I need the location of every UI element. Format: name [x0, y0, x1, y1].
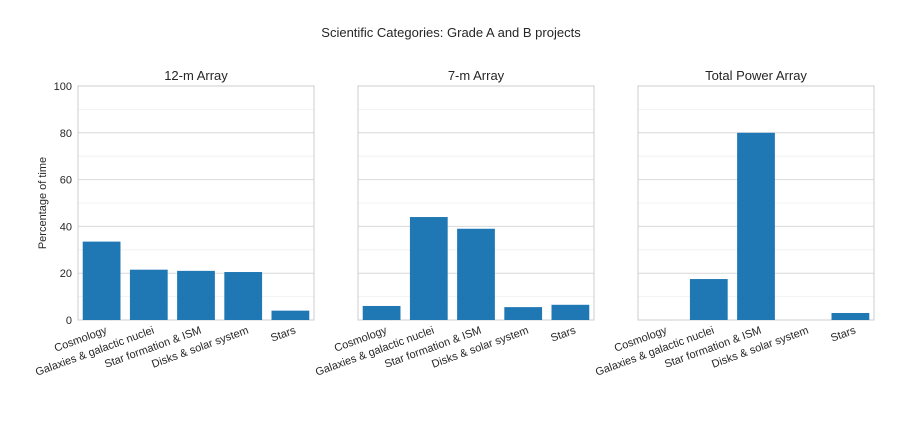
y-axis-label: Percentage of time [37, 157, 49, 249]
figure-title: Scientific Categories: Grade A and B pro… [321, 25, 581, 40]
bar [362, 305, 401, 320]
x-tick-label: Stars [269, 324, 298, 344]
y-tick-label: 100 [54, 81, 72, 93]
bar [504, 307, 543, 320]
bar [129, 269, 168, 320]
bar [271, 310, 310, 320]
bar [177, 270, 215, 320]
y-tick-label: 0 [66, 315, 72, 327]
bar [457, 228, 495, 320]
y-tick-label: 40 [60, 221, 72, 233]
panel-title: 12-m Array [164, 68, 228, 83]
x-tick-label: Stars [829, 324, 858, 344]
panel-title: Total Power Array [705, 68, 807, 83]
bar [831, 312, 870, 320]
bar [409, 217, 448, 320]
bar [737, 132, 775, 320]
bar [689, 279, 728, 320]
y-tick-label: 80 [60, 128, 72, 140]
y-tick-label: 20 [60, 268, 72, 280]
panel-title: 7-m Array [448, 68, 505, 83]
bar [551, 304, 590, 320]
x-tick-label: Stars [549, 324, 578, 344]
y-tick-label: 60 [60, 175, 72, 187]
bar [82, 241, 121, 320]
bar [224, 272, 263, 320]
